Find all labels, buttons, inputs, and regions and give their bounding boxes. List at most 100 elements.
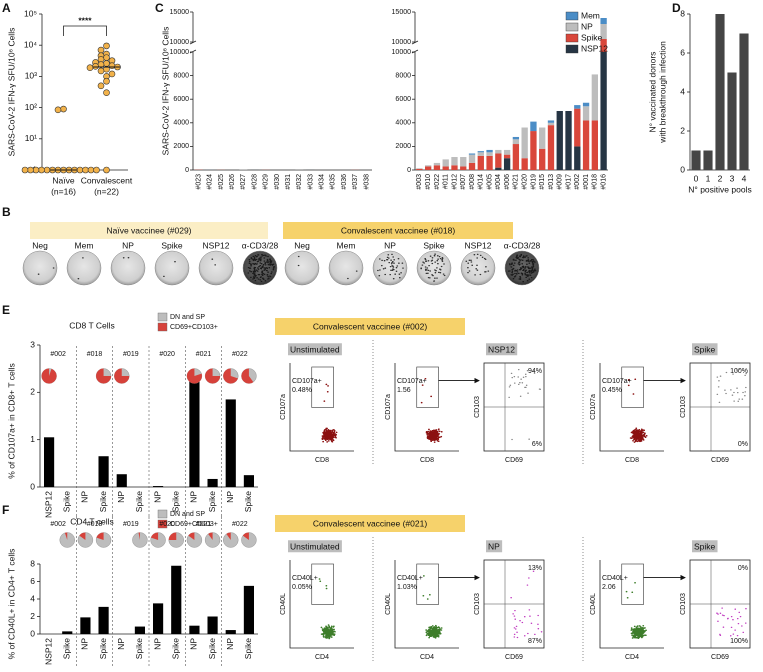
condition-box xyxy=(288,343,342,356)
well xyxy=(110,250,146,286)
gate-label: CD107a+ xyxy=(292,378,322,385)
y-tick-label: 2000 xyxy=(173,143,189,150)
bar xyxy=(691,150,701,170)
pie-wedge xyxy=(223,368,238,384)
condition-box xyxy=(288,540,342,553)
bar-segment xyxy=(442,166,449,170)
well-spots xyxy=(211,258,217,266)
banner-title: Convalescent vaccinee (#002) xyxy=(313,321,428,331)
bar-segment xyxy=(503,158,511,170)
gate-label: CD40L+ xyxy=(397,575,423,582)
gate-value: 0.45% xyxy=(602,387,622,394)
group-label: #018 xyxy=(87,351,103,358)
x-tick-label: #002 xyxy=(574,174,581,190)
x-tick-label: NP xyxy=(116,491,126,503)
bar-segment xyxy=(495,149,502,154)
bar xyxy=(703,150,713,170)
plot-frame xyxy=(289,363,354,452)
data-point xyxy=(86,64,94,72)
plot-frame xyxy=(394,363,459,452)
x-tick-label: #015 xyxy=(539,174,546,190)
data-point xyxy=(76,166,84,174)
bar xyxy=(243,475,255,487)
bar xyxy=(225,399,236,487)
gate-value: 1.03% xyxy=(397,584,417,591)
x-tick-label: 4 xyxy=(742,173,747,183)
data-point xyxy=(103,166,110,174)
x-tick-label: (n=22) xyxy=(94,186,119,196)
group-label: #002 xyxy=(50,521,66,528)
significance-bracket xyxy=(63,25,107,36)
bar-segment xyxy=(600,39,607,52)
well xyxy=(198,250,234,286)
gated-events xyxy=(716,607,747,637)
pie-wedge xyxy=(96,368,112,384)
data-point xyxy=(103,89,110,97)
legend-swatch xyxy=(157,509,168,519)
x-tick-label: #013 xyxy=(548,174,555,190)
plot-frame xyxy=(599,560,664,649)
y-tick-label: 2 xyxy=(30,611,35,621)
bar-segment xyxy=(503,149,511,155)
data-point xyxy=(97,82,105,90)
cell-events xyxy=(420,377,443,443)
condition-label: Unstimulated xyxy=(290,541,340,551)
bar xyxy=(207,616,218,634)
well-spots xyxy=(247,253,275,283)
x-tick-label: Spike xyxy=(207,638,217,660)
pie-wedge xyxy=(242,532,249,540)
banner-title: Convalescent vaccinee (#021) xyxy=(313,518,428,528)
x-axis-label: CD4 xyxy=(315,654,329,661)
x-tick-label: #031 xyxy=(285,174,292,190)
bar-segment xyxy=(530,131,537,170)
pie-wedge xyxy=(138,532,140,540)
x-tick-label: Spike xyxy=(134,491,144,513)
pie-wedge xyxy=(168,532,177,540)
x-tick-label: #020 xyxy=(522,174,529,190)
pie-wedge xyxy=(226,532,231,540)
well-spots xyxy=(465,253,490,276)
x-axis-label: CD8 xyxy=(315,457,329,464)
data-point xyxy=(32,166,40,174)
bar-segment xyxy=(591,120,598,170)
y-tick-label: 10000 xyxy=(392,49,412,56)
y-tick-label: 8000 xyxy=(395,72,411,79)
well-label: NP xyxy=(122,240,134,250)
x-tick-label: NP xyxy=(225,638,235,650)
panel-letter: D xyxy=(672,1,681,15)
x-tick-label: NP xyxy=(116,638,126,650)
data-point xyxy=(97,46,105,54)
significance-label: **** xyxy=(78,15,92,25)
data-point xyxy=(87,166,95,174)
condition-label: Spike xyxy=(694,344,716,354)
pie-wedge xyxy=(79,532,86,540)
panel-letter: A xyxy=(2,1,11,15)
x-tick-label: #005 xyxy=(486,174,493,190)
group-banner xyxy=(283,222,513,239)
well xyxy=(328,250,364,286)
x-tick-label: #030 xyxy=(274,174,281,190)
bar-segment xyxy=(600,24,607,39)
group-label: #021 xyxy=(196,351,212,358)
bar-segment xyxy=(600,18,607,24)
x-tick-label: #036 xyxy=(341,174,348,190)
condition-label: NP xyxy=(488,541,500,551)
banner xyxy=(275,515,465,532)
legend-swatch xyxy=(565,33,579,43)
y-tick-label: 6000 xyxy=(173,96,189,103)
y-tick-label: 10¹ xyxy=(25,133,37,143)
chart-title: CD8 T Cells xyxy=(69,320,115,330)
x-tick-label: #006 xyxy=(504,174,511,190)
x-tick-label: NP xyxy=(152,491,162,503)
x-axis-label: N° positive pools xyxy=(688,184,751,194)
gate-label: CD40L+ xyxy=(292,575,318,582)
bar xyxy=(43,437,55,487)
bar-segment xyxy=(512,139,520,145)
bar-segment xyxy=(425,166,432,170)
x-tick-label: Spike xyxy=(243,638,253,660)
x-tick-label: #011 xyxy=(443,174,450,189)
x-tick-label: NP xyxy=(152,638,162,650)
group-banner xyxy=(30,222,268,239)
well xyxy=(66,250,102,286)
